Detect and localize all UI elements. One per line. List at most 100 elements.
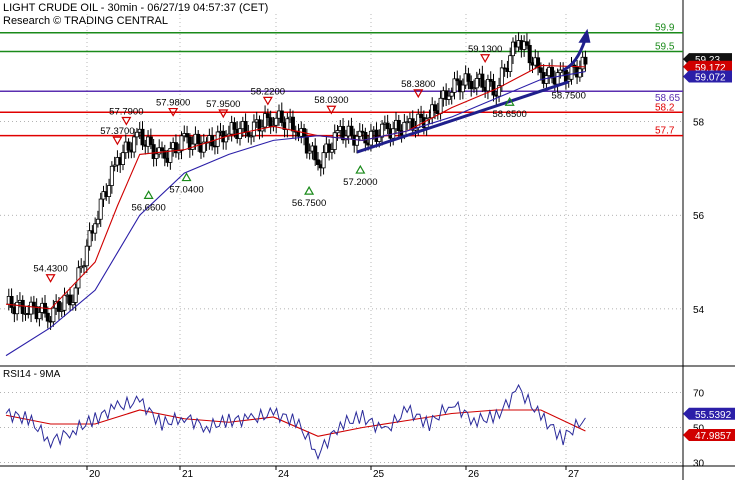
level-annotation-label: 58.7500 [552,91,586,102]
candle-body [251,121,256,137]
candle-body [524,41,529,46]
candle-body [446,95,451,100]
candle-body [279,110,284,123]
candle-body [488,78,493,82]
candle-body [341,126,346,141]
chart-source: Research © TRADING CENTRAL [3,15,168,27]
candle-body [510,41,515,57]
candle-body [29,301,34,315]
candle-body [491,81,496,96]
support-trendline [356,80,570,154]
y-tick-label: 54 [693,305,705,316]
candle-body [132,136,137,153]
swing-high-marker [45,274,56,283]
rsi-badge-label: 47.9857 [695,431,732,442]
candle-body [538,67,543,73]
candle-body [263,113,268,128]
candle-body [497,85,502,97]
candle-body [363,132,368,144]
candle-body [343,135,348,141]
price-badge-label: 59.172 [695,63,726,74]
level-label: 57.7 [655,126,675,137]
candle-body [290,116,295,132]
swing-high-label: 59.1300 [468,44,502,55]
swing-low-label: 56.6600 [131,202,165,213]
target-arrow-shaft [562,38,587,72]
candle-body [474,78,479,89]
candle-body [402,121,407,136]
candle-body [73,287,78,303]
candle-body [56,301,61,312]
candle-body [62,294,67,311]
candle-body [550,66,555,79]
candle-body [112,164,117,167]
candle-body [257,119,262,132]
swing-low-marker [181,172,192,182]
y-tick-label: 58 [693,118,705,129]
candle-body [168,148,173,163]
candle-body [385,122,390,130]
swing-low-marker [143,190,154,199]
candle-body [134,131,139,138]
candle-body [151,144,156,159]
rsi-badge-rsi [683,407,735,420]
candle-body [374,129,379,142]
candle-body [285,118,290,130]
rsi-badge-label: 55.5392 [695,410,732,421]
swing-high-label: 57.9500 [206,99,240,110]
candle-body [87,230,92,247]
candle-body [471,87,476,90]
swing-high-label: 54.4300 [33,264,67,275]
swing-high-label: 57.3700 [100,126,134,137]
level-label: 59.5 [655,41,675,52]
candle-body [332,132,337,150]
candle-body [419,113,424,118]
swing-high-label: 58.2200 [251,86,285,97]
candle-body [274,117,279,126]
swing-high-label: 58.0300 [314,95,348,106]
swing-high-marker [121,116,132,126]
swing-high-label: 57.7900 [109,106,143,117]
candle-body [59,309,64,312]
candle-body [469,80,474,90]
candle-body [438,97,443,115]
candle-body [107,185,112,197]
candle-body [121,152,126,165]
swing-low-label: 58.6500 [492,109,526,120]
candle-body [9,295,14,308]
candle-body [455,78,460,82]
candle-body [265,113,270,119]
candle-body [20,299,25,314]
candle-body [148,136,153,145]
swing-high-label: 58.3800 [401,79,435,90]
swing-high-marker [218,109,229,119]
candle-body [405,121,410,124]
candle-body [555,72,560,85]
candle-body [566,78,571,82]
candle-body [51,307,56,323]
candle-body [154,153,159,159]
swing-high-marker [168,107,179,117]
rsi-line [5,383,586,461]
candle-body [444,90,449,100]
candle-body [37,312,42,320]
candle-body [460,84,465,93]
candle-body [201,141,206,153]
x-tick-label: 25 [373,469,385,480]
rsi-title: RSI14 - 9MA [3,369,61,380]
candle-body [224,135,229,143]
candle-body [480,73,485,88]
level-label: 58.65 [655,93,680,104]
rsi-badge-rsi_ma [683,429,735,442]
x-tick-label: 21 [182,469,194,480]
swing-high-marker [262,96,273,106]
price-badge-ma_fast [683,60,732,73]
candle-body [329,149,334,153]
swing-high-marker [112,136,123,146]
candle-body [327,143,332,153]
candle-body [98,198,103,220]
candle-body [185,133,190,138]
candle-body [315,159,320,165]
candle-body [82,265,87,268]
chart-header: LIGHT CRUDE OIL - 30min - 06/27/19 04:57… [3,2,268,28]
